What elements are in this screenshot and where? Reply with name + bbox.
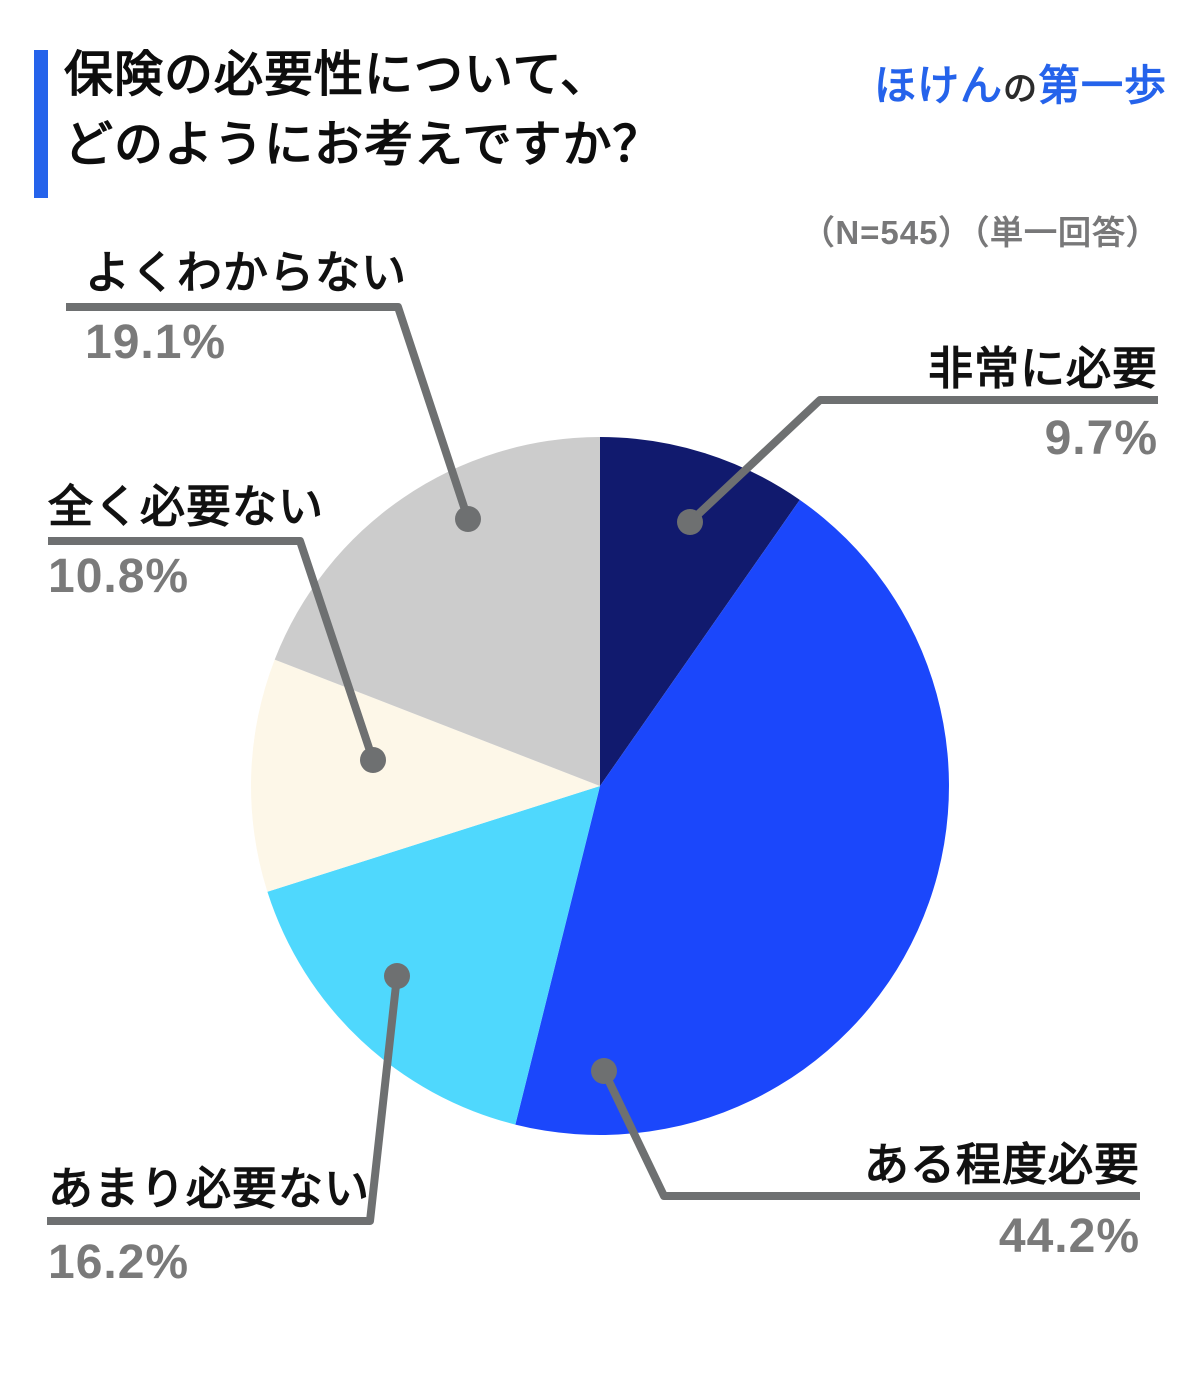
label-mattaku-hitsuyounai: 全く必要ない 10.8% xyxy=(48,480,324,602)
label-amari-pct: 16.2% xyxy=(48,1236,190,1289)
label-amari-name: あまり必要ない xyxy=(48,1163,371,1214)
label-yokuwakaranai: よくわからない 19.1% xyxy=(85,246,407,368)
brand-logo-part1: ほけん xyxy=(873,62,1003,109)
pie-slice-2 xyxy=(267,786,600,1125)
dot-mattaku xyxy=(360,747,386,773)
leader-mattaku xyxy=(48,537,377,762)
brand-logo-part3: 第一歩 xyxy=(1037,62,1167,109)
page-title-line1: 保険の必要性について、 xyxy=(64,48,611,102)
label-aruteido-pct: 44.2% xyxy=(998,1210,1140,1263)
pie-slice-4 xyxy=(274,437,600,786)
label-yokuwakaranai-pct: 19.1% xyxy=(85,316,227,369)
page-title-line2: どのようにお考えですか？ xyxy=(64,118,663,172)
leader-amari xyxy=(47,975,401,1225)
dot-yokuwakaranai xyxy=(455,506,481,532)
title-accent-bar xyxy=(34,50,48,198)
label-hijou-ni-hitsuyou: 非常に必要 9.7% xyxy=(928,342,1158,464)
label-yokuwakaranai-name: よくわからない xyxy=(85,247,408,298)
pie-slice-1 xyxy=(515,499,949,1135)
pie-slice-3 xyxy=(251,659,600,892)
leader-lines xyxy=(47,303,1158,1225)
label-mattaku-pct: 10.8% xyxy=(48,550,190,603)
page-title: 保険の必要性について、 どのようにお考えですか？ xyxy=(64,40,663,180)
dot-aruteido xyxy=(591,1058,617,1084)
sample-size-note: （N=545）（単一回答） xyxy=(801,214,1160,251)
leader-aruteido xyxy=(600,1069,1140,1200)
brand-logo-part2: の xyxy=(1002,70,1038,108)
pie-slice-0 xyxy=(600,437,800,786)
label-hijou-name: 非常に必要 xyxy=(927,343,1158,394)
label-amari-hitsuyounai: あまり必要ない 16.2% xyxy=(48,1162,370,1288)
leader-dots xyxy=(360,506,703,1084)
leader-hijou xyxy=(687,396,1158,525)
brand-logo: ほけんの第一歩 xyxy=(874,52,1167,113)
label-aruteido-hitsuyou: ある程度必要 44.2% xyxy=(864,1138,1140,1262)
label-mattaku-name: 全く必要ない xyxy=(48,481,325,532)
label-hijou-pct: 9.7% xyxy=(1044,412,1158,465)
leader-yokuwakaranai xyxy=(66,303,472,521)
dot-amari xyxy=(384,963,410,989)
pie-slices xyxy=(251,437,949,1135)
dot-hijou xyxy=(677,509,703,535)
label-aruteido-name: ある程度必要 xyxy=(863,1139,1140,1190)
